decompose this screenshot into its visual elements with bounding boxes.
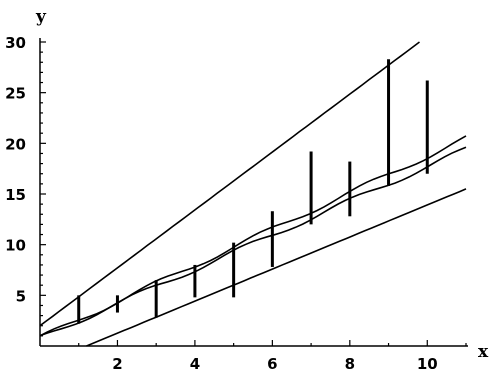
y-tick-label: 30 bbox=[5, 34, 26, 52]
series-line-4 bbox=[86, 188, 467, 347]
y-tick-label: 20 bbox=[5, 135, 26, 153]
x-tick-label: 2 bbox=[112, 355, 122, 371]
x-tick-label: 6 bbox=[267, 355, 277, 371]
x-axis-label: x bbox=[478, 342, 489, 362]
series-line-1 bbox=[39, 41, 420, 327]
x-tick-label: 10 bbox=[417, 355, 438, 371]
y-axis-label: y bbox=[35, 7, 47, 27]
y-tick-label: 15 bbox=[5, 186, 26, 204]
y-tick-label: 10 bbox=[5, 237, 26, 255]
interval-bars bbox=[77, 59, 429, 324]
series-lines bbox=[39, 41, 467, 347]
x-tick-label: 4 bbox=[190, 355, 200, 371]
ticks: 2 4 6 8 10 5 10 15 20 25 30 bbox=[5, 34, 467, 371]
x-tick-label: 8 bbox=[345, 355, 355, 371]
y-tick-label: 5 bbox=[16, 287, 26, 305]
axes: x y bbox=[35, 7, 489, 362]
series-line-3 bbox=[39, 146, 467, 337]
y-tick-label: 25 bbox=[5, 85, 26, 103]
